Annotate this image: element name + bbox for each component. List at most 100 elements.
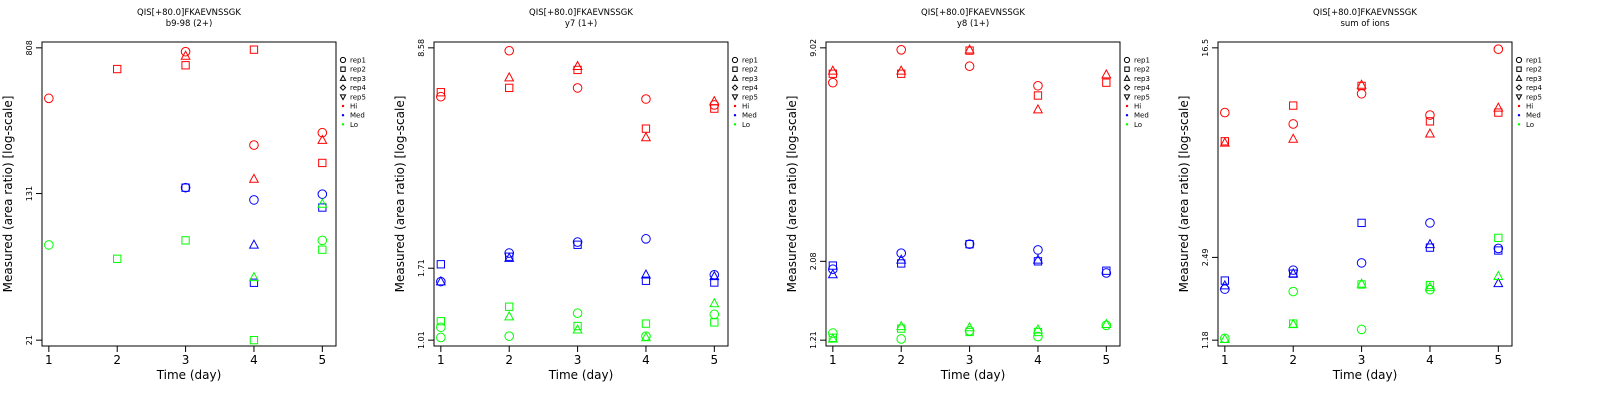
chart-subtitle: sum of ions [1340, 19, 1390, 29]
data-point [1220, 284, 1230, 294]
data-point [249, 278, 259, 287]
data-point [1494, 233, 1503, 243]
legend-label: rep4 [742, 84, 758, 92]
legend-marker [731, 56, 739, 64]
data-point [249, 140, 259, 150]
data-point [181, 61, 190, 70]
data-point [828, 77, 838, 88]
chart-title: QIS[+80.0]FKAEVNSSGK [1313, 8, 1417, 18]
legend-marker [1123, 84, 1131, 91]
data-point [505, 83, 514, 93]
x-tick-label: 4 [1426, 353, 1434, 367]
data-point [317, 134, 328, 144]
data-point [1220, 107, 1230, 118]
data-point [896, 334, 907, 344]
data-point [572, 60, 583, 70]
legend-marker [339, 84, 347, 91]
legend-marker [339, 74, 347, 81]
legend-label: rep5 [1134, 93, 1150, 101]
data-point [436, 88, 445, 97]
legend-marker [341, 123, 345, 126]
data-point [641, 276, 651, 285]
data-point [181, 236, 190, 245]
data-point [640, 131, 652, 142]
data-point [1356, 79, 1367, 89]
legend-marker [731, 74, 739, 81]
data-point [1425, 110, 1435, 120]
x-tick-label: 5 [319, 353, 327, 367]
legend-marker [1125, 104, 1129, 108]
data-point [505, 302, 514, 311]
data-point [318, 158, 327, 168]
legend-label: rep4 [1526, 84, 1542, 92]
legend-label: Med [1134, 112, 1149, 120]
legend-marker [1125, 123, 1129, 126]
data-point [1032, 323, 1044, 334]
legend-label: rep2 [1526, 66, 1542, 74]
legend-label: Hi [350, 103, 357, 111]
x-axis-label: Time (day) [1332, 368, 1398, 382]
data-point [436, 91, 446, 102]
legend-label: rep4 [1134, 84, 1150, 92]
data-point [828, 328, 838, 338]
data-point [504, 331, 515, 341]
data-point [248, 271, 260, 282]
data-point [113, 254, 122, 263]
data-point [1033, 245, 1043, 255]
data-point [504, 252, 515, 262]
y-axis-label: Measured (area ratio) [log-scale] [1, 96, 15, 293]
legend-marker [731, 84, 739, 91]
legend-label: Lo [1134, 121, 1142, 129]
data-point [897, 69, 906, 78]
legend-label: Med [350, 112, 365, 120]
data-point [1357, 218, 1366, 228]
data-point [573, 240, 582, 249]
data-point [573, 65, 582, 75]
legend-marker [1515, 56, 1523, 64]
x-tick-label: 2 [897, 353, 905, 367]
chart-title: QIS[+80.0]FKAEVNSSGK [529, 8, 633, 18]
data-point [827, 268, 838, 279]
data-point [964, 239, 975, 249]
x-tick-label: 1 [1221, 353, 1229, 367]
data-point [249, 195, 259, 205]
plot-frame [433, 41, 729, 347]
legend-marker [1517, 113, 1521, 117]
legend-marker [733, 123, 737, 126]
data-point [1101, 318, 1112, 328]
data-point [1288, 133, 1299, 143]
x-tick-label: 1 [829, 353, 837, 367]
data-point [640, 268, 652, 279]
plot-frame [41, 41, 337, 347]
chart-title: QIS[+80.0]FKAEVNSSGK [921, 8, 1025, 18]
data-point [965, 46, 974, 55]
y-tick-label: 2.08 [809, 252, 818, 270]
legend-label: rep3 [350, 75, 366, 83]
data-point [1425, 284, 1435, 295]
data-point [1101, 68, 1112, 79]
chart-title: QIS[+80.0]FKAEVNSSGK [137, 8, 241, 18]
data-point [1032, 254, 1044, 264]
data-point [1288, 267, 1299, 278]
data-points [44, 45, 328, 345]
data-point [896, 44, 907, 55]
data-point [1219, 333, 1230, 343]
legend-marker [1125, 113, 1129, 117]
data-point [827, 333, 838, 343]
data-point [896, 248, 907, 258]
data-point [709, 309, 720, 320]
x-tick-label: 4 [1034, 353, 1042, 367]
data-point [1425, 218, 1435, 228]
legend-marker [340, 66, 346, 72]
data-point [436, 322, 446, 333]
legend-label: rep2 [742, 66, 758, 74]
legend-label: Hi [742, 103, 749, 111]
legend-marker [731, 94, 739, 101]
y-tick-label: 808 [25, 40, 34, 55]
data-point [1033, 331, 1043, 342]
data-point [1220, 276, 1229, 285]
plot-frame [1217, 41, 1513, 347]
